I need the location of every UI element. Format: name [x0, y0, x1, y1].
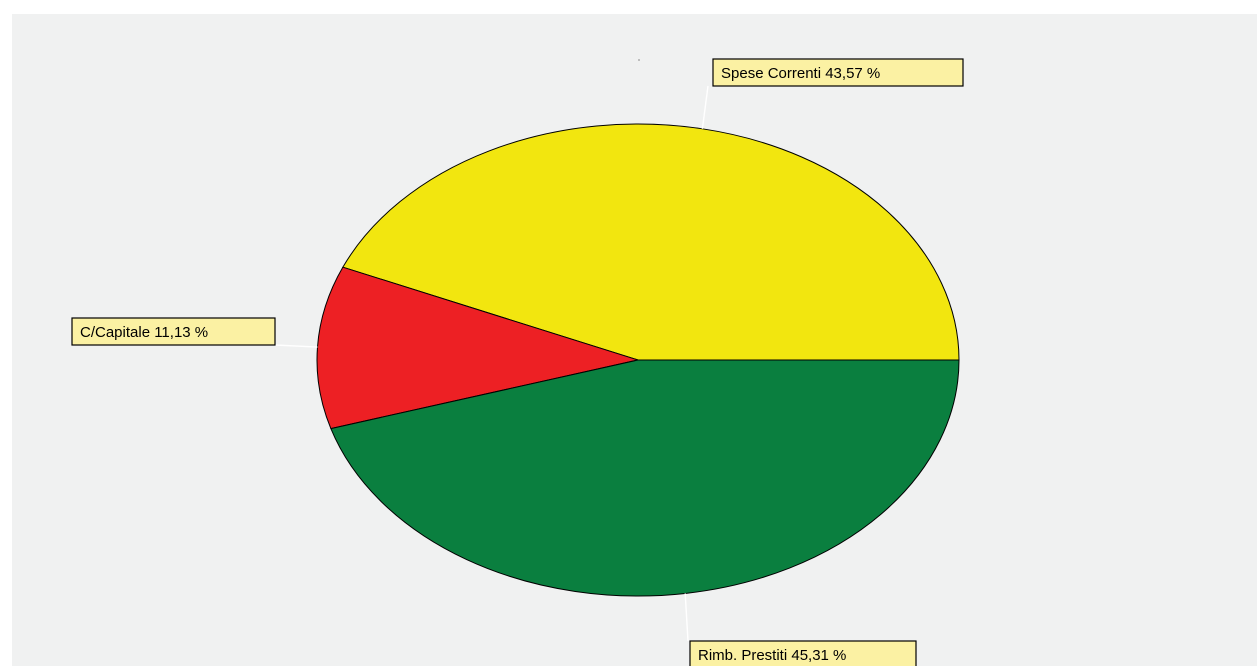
data-label-box: [689, 640, 917, 666]
data-label-text: Rimb. Prestiti 45,31 %: [698, 647, 846, 664]
pie-slice-spese-correnti: [342, 123, 960, 361]
data-label-box: [712, 58, 964, 87]
data-label-box: [71, 317, 276, 346]
data-label: Rimb. Prestiti 45,31 %: [689, 640, 917, 666]
data-label: C/Capitale 11,13 %: [71, 317, 276, 346]
leader-line: [684, 593, 689, 642]
data-label: Spese Correnti 43,57 %: [712, 58, 964, 87]
leader-line: [701, 85, 709, 129]
data-label-text: Spese Correnti 43,57 %: [721, 65, 880, 82]
data-label-text: C/Capitale 11,13 %: [80, 324, 208, 341]
leader-line: [274, 344, 318, 348]
dot-artifact: [638, 59, 640, 61]
